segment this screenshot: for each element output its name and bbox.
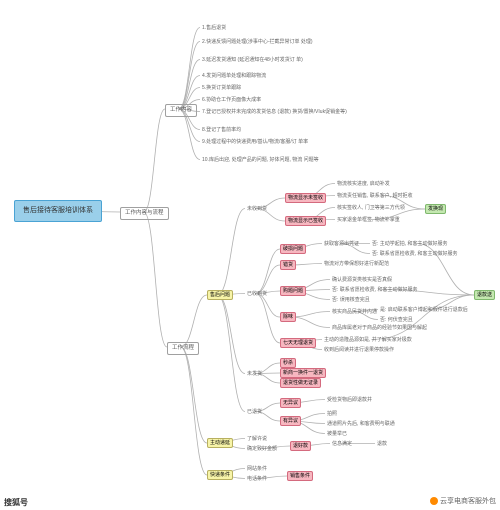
node-w6: 6.协助仓工作页面像大成率: [200, 96, 263, 104]
node-T5c: 否: 联系省愿检收费, 和客主动做好服务: [370, 250, 460, 258]
node-T7: 确认费源货类核实是否真假: [330, 276, 394, 284]
node-L1a: 工作内容与流程: [120, 207, 169, 220]
node-F3: 快递条件: [207, 470, 233, 480]
node-T17: 退款: [375, 440, 389, 448]
node-P3: 破损问题: [280, 244, 306, 254]
node-T14: 通道照片先后, 和客费明与联通: [325, 420, 397, 428]
node-w7: 7.登记已授权并未完成的发货信息 (退款) 换货/置换/VIuk促销金等): [200, 108, 349, 116]
node-S5: 了解许说: [245, 435, 269, 443]
node-P8: 秒杀: [280, 358, 296, 368]
node-T2: 物流责任销售, 联系客户, 超时拒收: [335, 192, 415, 200]
node-P9: 新商一换件一退货: [280, 368, 326, 378]
footer-left: 搜狐号: [4, 497, 28, 508]
node-w4: 4.发货问题单处理和跟踪物流: [200, 72, 268, 80]
mindmap-canvas: { "canvas": { "width": 500, "height": 51…: [0, 0, 500, 510]
node-T11: 收到后阅读并进行退果停款操作: [322, 346, 396, 354]
node-w2: 2.快递反馈问题处理(涉事中心-拦截异常订单 处理): [200, 38, 315, 46]
node-w3: 3.延迟发货通知 (延迟通知在48小时发货订 单): [200, 56, 305, 64]
node-P10: 退货性做无证录: [280, 378, 321, 388]
footer-right-text: 云享电商客服外包: [440, 498, 496, 505]
node-T12: 受检货物后即退款并: [325, 396, 374, 404]
node-w10: 10.库后出迎, 处理产品的问题, 好体问题, 物流 问题等: [200, 156, 321, 164]
node-P2: 物流显示已签收: [285, 216, 326, 226]
node-L2b: 工作流程: [167, 342, 199, 355]
node-w5: 5.换货订货单跟踪: [200, 84, 243, 92]
sohu-icon: [430, 497, 438, 505]
node-P12: 有异议: [280, 416, 301, 426]
node-S1: 未收到货: [245, 205, 269, 213]
node-T1: 物流核实进度, 启动补发: [335, 180, 392, 188]
node-T3: 核实签收人, 门卫等第三方代领: [335, 204, 407, 212]
node-T7c: 否: 误用核查完且: [330, 296, 372, 304]
node-T4: 买家退金单框签, 物流补掌重: [335, 216, 402, 224]
node-w1: 1.售后退货: [200, 24, 228, 32]
node-T8b: 是: 启动联系客户博起和假件进行退款后: [378, 306, 470, 314]
node-w9: 9.处理过程中的快递费用/基认/物流/客服/订 单率: [200, 138, 310, 146]
node-G1: 发换现: [425, 204, 446, 214]
node-T7b: 否: 联系省愿检收费, 和客主动做好服务: [330, 286, 420, 294]
node-S8: 电话条件: [245, 475, 269, 483]
node-P1: 物流显示未签收: [285, 193, 326, 203]
node-P14: 销售条件: [287, 471, 313, 481]
node-P13: 退好款: [290, 441, 311, 451]
node-T15: 被量举已: [325, 430, 349, 438]
node-S2: 已收到货: [245, 290, 269, 298]
node-P11: 无异议: [280, 398, 301, 408]
node-S7: 网站条件: [245, 465, 269, 473]
node-T10: 主动的造隆品源如是, 并了解买家对极款: [322, 336, 414, 344]
footer-right: 云享电商客服外包: [430, 496, 496, 506]
node-P5: 购题问题: [280, 286, 306, 296]
node-F1: 售后问题: [207, 290, 233, 300]
node-S6: 确定致好金额: [245, 445, 279, 453]
node-root: 售后接待客服培训体系: [14, 200, 102, 222]
node-P4: 错货: [280, 260, 296, 270]
node-F2: 主动递延: [207, 438, 233, 448]
node-P6: 除味: [280, 312, 296, 322]
node-T5b: 否: 主动学起拍, 和客主动做好服务: [370, 240, 450, 248]
node-T5: 获取客源出凭证: [322, 240, 361, 248]
node-T8c: 否: 何伏查完且: [378, 316, 415, 324]
node-P7: 七天无理退货: [280, 338, 316, 348]
node-w8: 8.登记了售前率均: [200, 126, 243, 134]
node-S3: 未发货: [245, 370, 264, 378]
node-G2: 退款送: [474, 290, 495, 300]
node-T13: 拍照: [325, 410, 339, 418]
node-T9: 商品库属老对于商品的经验节如果国与解起: [330, 324, 429, 332]
node-T16: 信息满定: [330, 440, 354, 448]
node-T6: 物流对方带保想好进行新配范: [322, 260, 391, 268]
node-S4: 已退货: [245, 408, 264, 416]
node-T8: 核实商品民货并内通: [330, 308, 379, 316]
node-L2a: 工作内容: [165, 104, 197, 117]
